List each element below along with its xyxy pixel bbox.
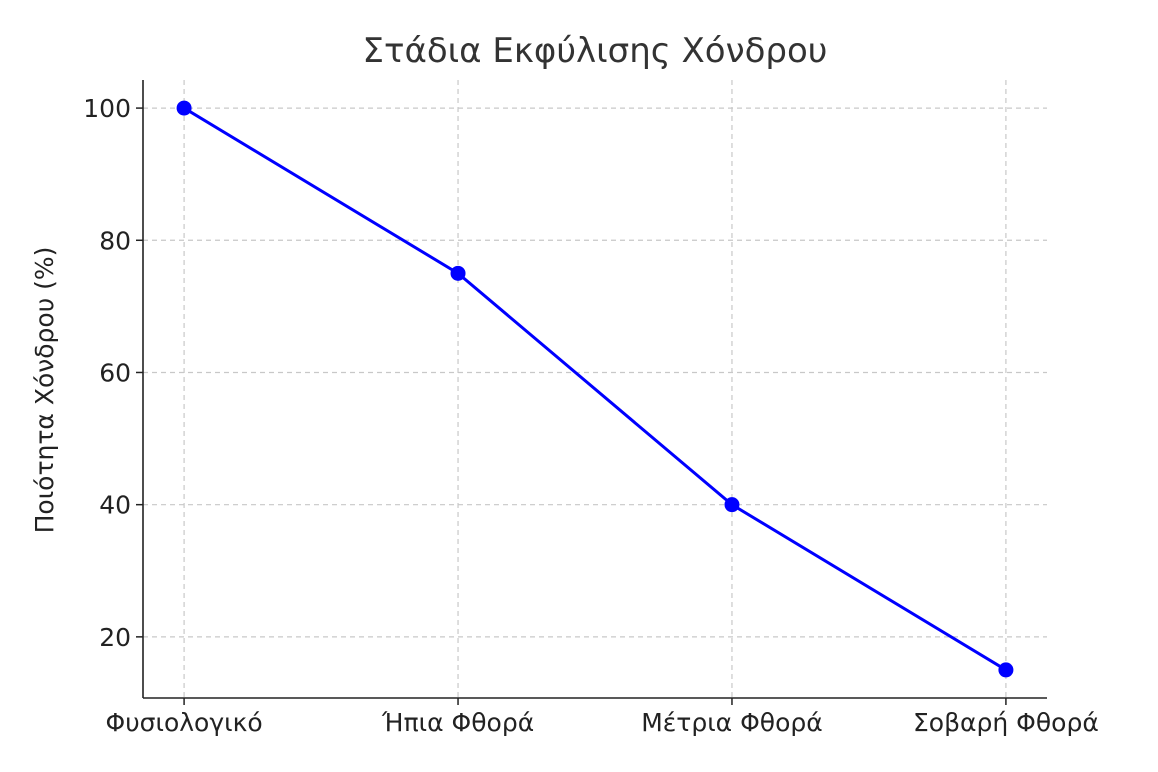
data-point [998, 662, 1014, 678]
y-tick-label: 60 [99, 358, 131, 387]
series [176, 100, 1014, 678]
y-tick-label: 40 [99, 491, 131, 520]
chart-title: Στάδια Εκφύλισης Χόνδρου [363, 31, 828, 71]
x-tick-label: Μέτρια Φθορά [641, 708, 823, 737]
y-tick-label: 100 [83, 94, 131, 123]
x-tick-label: Φυσιολογικό [106, 708, 263, 737]
axes [142, 80, 1047, 699]
y-tick-label: 80 [99, 226, 131, 255]
series-line [183, 106, 1007, 672]
y-axis-label: Ποιότητα Χόνδρου (%) [30, 247, 59, 534]
x-tick-label: Σοβαρή Φθορά [913, 708, 1099, 737]
grid [143, 80, 1047, 698]
y-tick-label: 20 [99, 623, 131, 652]
data-point [176, 100, 192, 116]
data-point [450, 265, 466, 281]
ticks: Φυσιολογικό Ήπια Φθορά Μέτρια Φθορά Σοβαρή … [83, 94, 1099, 737]
x-tick-label: Ήπια Φθορά [381, 708, 534, 737]
data-point [724, 497, 740, 513]
